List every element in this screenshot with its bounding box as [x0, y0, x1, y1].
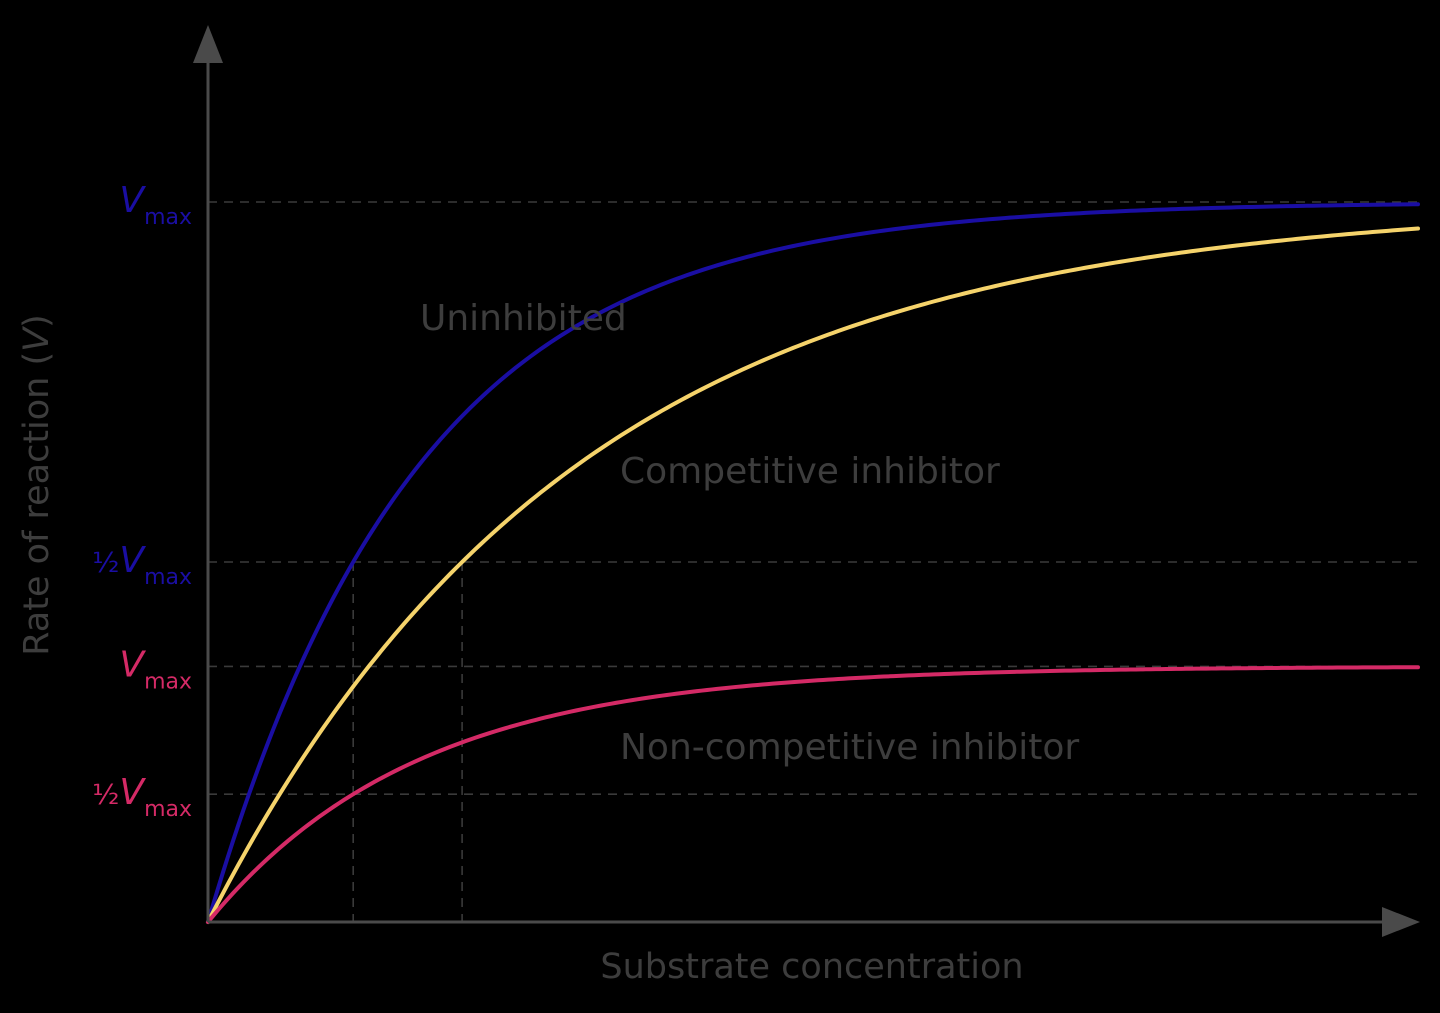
y-axis-title-prefix: Rate of reaction (	[17, 352, 57, 656]
curve-non-competitive-inhibitor	[206, 665, 1420, 924]
tick-label-symbol: V	[119, 772, 146, 813]
tick-label-symbol: V	[119, 180, 146, 221]
y-axis-title-suffix: )	[17, 314, 57, 328]
y-axis-arrow-icon	[193, 25, 223, 63]
curves	[206, 202, 1420, 924]
tick-label-subscript: max	[144, 565, 192, 590]
y-axis-title-symbol: V	[17, 326, 57, 352]
axes	[193, 25, 1420, 937]
tick-label-subscript: max	[144, 205, 192, 230]
tick-label-fraction: ½	[92, 778, 119, 811]
tick-label-subscript: max	[144, 669, 192, 694]
curve-competitive-inhibitor	[206, 226, 1420, 924]
tick-label-vmax-noncompetitive: Vmax	[119, 644, 192, 694]
tick-label-symbol: V	[119, 644, 146, 685]
tick-label-vmax-uninhibited: Vmax	[119, 180, 192, 230]
curve-label-uninhibited: Uninhibited	[420, 298, 627, 339]
tick-label-fraction: ½	[92, 546, 119, 579]
curve-label-noncompetitive: Non-competitive inhibitor	[620, 727, 1079, 768]
tick-label-symbol: V	[119, 540, 146, 581]
guide-lines	[208, 201, 1418, 922]
x-axis-title: Substrate concentration	[600, 947, 1023, 987]
tick-label-half-vmax-uninhibited: ½Vmax	[92, 540, 192, 590]
x-axis-arrow-icon	[1382, 907, 1420, 937]
y-axis-title: Rate of reaction (V)	[17, 314, 57, 656]
curve-uninhibited	[206, 202, 1420, 924]
tick-label-subscript: max	[144, 797, 192, 822]
curve-label-competitive: Competitive inhibitor	[620, 451, 1000, 492]
tick-label-half-vmax-noncompetitive: ½Vmax	[92, 772, 192, 822]
